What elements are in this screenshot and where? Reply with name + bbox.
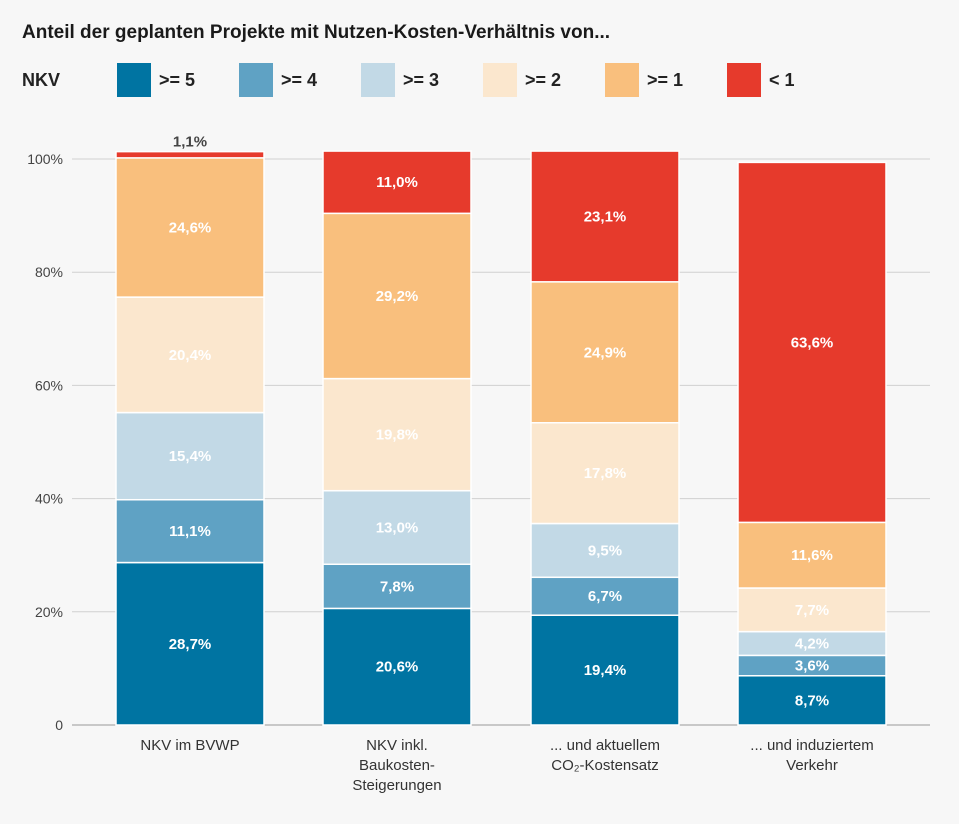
- bar-segment: [530, 281, 680, 424]
- x-category-label: ... und induziertem Verkehr: [750, 737, 873, 774]
- data-label: 6,7%: [588, 588, 622, 605]
- data-label: 20,6%: [376, 659, 419, 676]
- bar-segment: [737, 587, 887, 633]
- legend-item-ge5: >= 5: [117, 63, 239, 97]
- bar-segment: [737, 675, 887, 726]
- legend-item-ge1: >= 1: [605, 63, 727, 97]
- y-tick-label: 20%: [35, 604, 63, 620]
- bar-segment: [530, 614, 680, 726]
- legend-swatch: [239, 63, 273, 97]
- x-category-label: NKV inkl. Baukosten-Steigerungen: [352, 737, 441, 794]
- bar-segment: [115, 498, 265, 564]
- data-label: 11,1%: [169, 523, 211, 540]
- data-label: 28,7%: [169, 636, 212, 653]
- y-tick-label: 0: [55, 717, 63, 733]
- bar-segment: [322, 150, 472, 215]
- bar-segment: [115, 411, 265, 501]
- legend-item-lt1: < 1: [727, 63, 849, 97]
- legend-item-ge3: >= 3: [361, 63, 483, 97]
- bar-segment: [530, 422, 680, 525]
- x-category-label: ... und aktuellem CO₂-Kostensatz: [550, 737, 660, 774]
- legend-swatch: [361, 63, 395, 97]
- data-label: 24,6%: [169, 219, 212, 236]
- legend-label: >= 4: [281, 69, 318, 90]
- legend-item-ge2: >= 2: [483, 63, 605, 97]
- legend-label: >= 1: [647, 69, 684, 90]
- bar-segment: [530, 522, 680, 579]
- data-label: 7,8%: [380, 578, 414, 595]
- legend-swatch: [483, 63, 517, 97]
- data-label: 13,0%: [376, 519, 419, 536]
- legend-swatch: [727, 63, 761, 97]
- data-label: 4,2%: [795, 635, 829, 652]
- data-label: 9,5%: [588, 542, 622, 559]
- legend-label: < 1: [769, 69, 795, 90]
- y-tick-label: 80%: [35, 264, 63, 280]
- legend-swatch: [117, 63, 151, 97]
- bar-segment: [115, 561, 265, 726]
- data-label: 19,4%: [584, 662, 627, 679]
- y-tick-label: 100%: [27, 151, 63, 167]
- bar-segment: [322, 377, 472, 492]
- data-label: 17,8%: [584, 465, 627, 482]
- data-label: 20,4%: [169, 347, 212, 364]
- legend-item-ge4: >= 4: [239, 63, 361, 97]
- data-label: 29,2%: [376, 288, 419, 305]
- bar-segment: [530, 150, 680, 283]
- legend-title: NKV: [22, 69, 61, 90]
- data-label: 3,6%: [795, 658, 829, 675]
- data-label: 11,0%: [376, 174, 418, 191]
- legend-swatch: [605, 63, 639, 97]
- bar-segment: [322, 607, 472, 726]
- chart-title: Anteil der geplanten Projekte mit Nutzen…: [22, 22, 611, 43]
- bar-segment: [322, 212, 472, 380]
- y-tick-label: 60%: [35, 377, 63, 393]
- bar-segment: [322, 563, 472, 610]
- legend-label: >= 5: [159, 69, 196, 90]
- bar-segment: [322, 489, 472, 566]
- legend: NKV >= 5 >= 4 >= 3 >= 2 >= 1 < 1: [22, 63, 849, 97]
- bar-segment: [115, 296, 265, 414]
- data-label: 63,6%: [791, 334, 834, 351]
- bar-segment: [530, 576, 680, 616]
- data-label: 19,8%: [376, 427, 419, 444]
- bar-segment: [115, 157, 265, 298]
- data-label: 11,6%: [791, 547, 833, 564]
- data-label: 7,7%: [795, 602, 829, 619]
- legend-label: >= 2: [525, 69, 562, 90]
- data-label: 23,1%: [584, 208, 627, 225]
- data-label: 1,1%: [173, 134, 207, 151]
- x-category-label: NKV im BVWP: [140, 737, 239, 754]
- bar-segment: [115, 150, 265, 159]
- bar-segment: [737, 161, 887, 524]
- data-label: 24,9%: [584, 344, 627, 361]
- y-tick-label: 40%: [35, 491, 63, 507]
- legend-label: >= 3: [403, 69, 440, 90]
- data-label: 8,7%: [795, 692, 829, 709]
- data-label: 15,4%: [169, 448, 212, 465]
- bar-segment: [737, 521, 887, 589]
